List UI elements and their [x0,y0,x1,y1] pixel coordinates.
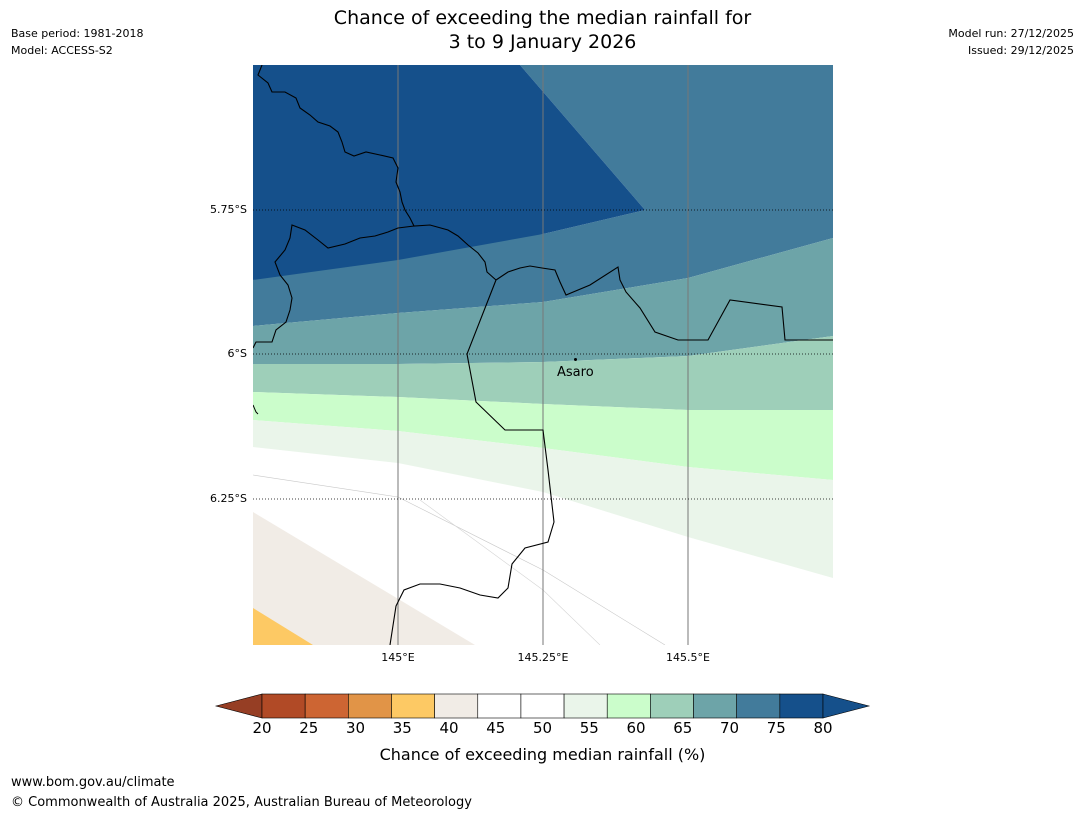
footer-copyright: © Commonwealth of Australia 2025, Austra… [11,795,472,810]
colorbar-tick-80: 80 [813,719,833,737]
province-border-north [257,65,497,281]
colorbar-bin-45-50 [477,693,522,719]
colorbar-bin-70-75 [693,693,737,719]
meta-right: Model run: 27/12/2025 Issued: 29/12/2025 [948,25,1074,59]
colorbar-bin-30-35 [348,693,392,719]
title-line-1: Chance of exceeding the median rainfall … [333,7,752,29]
colorbar-tick-35: 35 [392,719,412,737]
colorbar-tick-75: 75 [766,719,786,737]
footer-url[interactable]: www.bom.gov.au/climate [11,775,175,790]
colorbar-bin-55-60 [563,693,608,719]
lat-label-6: 6°S [227,347,247,360]
meta-left: Base period: 1981-2018 Model: ACCESS-S2 [11,25,143,59]
lon-label-145-25: 145.25°E [517,651,569,664]
colorbar-bin-35-40 [391,693,435,719]
colorbar-tick-50: 50 [532,719,553,737]
colorbar-tick-30: 30 [345,719,366,737]
colorbar-tick-55: 55 [579,719,599,737]
colorbar-tick-25: 25 [299,719,319,737]
base-period-text: Base period: 1981-2018 [11,27,144,40]
colorbar-tick-40: 40 [439,719,459,737]
map-title: Chance of exceeding the median rainfall … [0,6,1085,54]
place-label-asaro: Asaro [557,365,594,380]
colorbar-bin-60-65 [606,693,651,719]
colorbar-tick-65: 65 [673,719,693,737]
lon-label-145: 145°E [381,651,415,664]
colorbar-tick-60: 60 [626,719,646,737]
colorbar-bin-40-45 [434,693,479,719]
colorbar-tick-70: 70 [719,719,740,737]
model-run-text: Model run: 27/12/2025 [948,27,1074,40]
contour-45 [253,474,666,645]
province-border-west [253,224,415,349]
colorbar-bin-50-55 [520,693,565,719]
model-text: Model: ACCESS-S2 [11,44,113,57]
province-border-south [389,279,555,645]
province-border-east [495,265,833,341]
colorbar-bin-65-70 [650,693,694,719]
colorbar-under-arrow [214,693,263,719]
issued-text: Issued: 29/12/2025 [967,44,1074,57]
colorbar-bin-20-25 [261,693,306,719]
place-dot [574,358,577,361]
band-35-40 [253,608,313,645]
coast-fragment [253,404,259,415]
title-line-2: 3 to 9 January 2026 [448,31,637,53]
lat-label-5-75: 5.75°S [210,203,247,216]
colorbar-bin-75-80 [736,693,781,719]
lat-label-6-25: 6.25°S [210,492,247,505]
band-75-80 [253,65,645,280]
colorbar-tick-45: 45 [486,719,506,737]
colorbar-over-arrow [822,693,871,719]
lon-label-145-5: 145.5°E [666,651,710,664]
colorbar-title: Chance of exceeding median rainfall (%) [379,745,706,764]
colorbar-bin-25-30 [304,693,349,719]
colorbar-tick-20: 20 [252,719,272,737]
band-40-45 [253,512,475,645]
colorbar [214,693,871,719]
colorbar-bin-80- [779,693,824,719]
